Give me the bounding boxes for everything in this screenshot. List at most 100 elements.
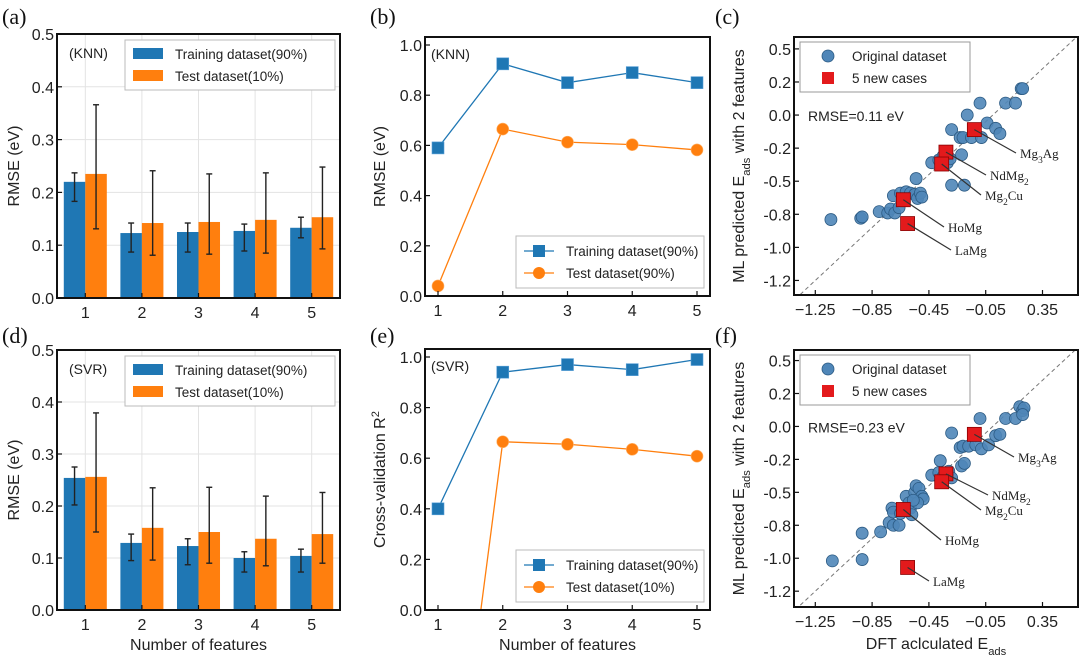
x-tick-label: 3	[194, 617, 203, 634]
callout-line	[945, 151, 987, 176]
y-tick-label: -0.2	[763, 141, 791, 158]
data-point-original	[982, 438, 995, 452]
panel-label: (a)	[2, 4, 26, 29]
y-tick-label: 0.6	[400, 138, 422, 155]
data-point-original	[973, 412, 987, 425]
plot-frame	[793, 36, 1079, 296]
legend-label: Training dataset(90%)	[566, 558, 698, 573]
data-point-training	[561, 358, 574, 371]
bar-training	[233, 558, 256, 610]
data-point-original	[909, 172, 923, 185]
data-point-original	[993, 127, 1007, 140]
x-tick-label: 5	[693, 617, 702, 634]
bar-test	[255, 219, 277, 298]
y-tick-label: 0.0	[400, 603, 422, 620]
legend-label: Original dataset	[852, 49, 947, 64]
data-point-test	[431, 279, 445, 293]
legend-swatch-training	[133, 48, 163, 59]
y-tick-label: 0.8	[400, 88, 422, 105]
legend-marker-original	[821, 362, 835, 376]
y-tick-label: -1.2	[763, 273, 791, 290]
y-tick-label: 0.2	[769, 75, 791, 92]
y-tick-label: 0.4	[400, 502, 422, 519]
y-tick-label: 0.8	[400, 401, 422, 418]
x-tick-label: 4	[628, 617, 637, 634]
data-point-test	[625, 443, 639, 456]
data-point-original	[915, 190, 929, 204]
y-tick-label: -0.8	[763, 518, 791, 535]
y-tick-label: 0.2	[400, 239, 422, 256]
y-tick-label: 0.0	[32, 291, 54, 308]
x-tick-label: 1	[434, 617, 443, 634]
bar-test	[311, 534, 334, 610]
callout-line	[941, 163, 982, 196]
legend-label: Test dataset(10%)	[175, 385, 284, 400]
callout-label-mg2cu: Mg2Cu	[985, 188, 1023, 208]
data-point-training	[496, 57, 510, 71]
callout-label-homg: HoMg	[945, 533, 979, 548]
bar-training	[63, 477, 86, 610]
panel-b: (b) 0.0 0.2 0.4 0.6 0.8 1.0 1 2 3 4 5 RMSE (eV) (KNN)…	[370, 4, 711, 320]
x-tick-label: 2	[498, 303, 507, 320]
callout-label-homg: HoMg	[948, 220, 982, 235]
bar-test	[198, 221, 221, 298]
bar-test	[255, 538, 277, 610]
bar-test	[85, 173, 107, 298]
rmse-annotation: RMSE=0.11 eV	[808, 108, 905, 124]
legend-label: Training dataset(90%)	[175, 47, 307, 62]
legend-label: Training dataset(90%)	[566, 244, 698, 259]
plot-frame	[793, 349, 1079, 608]
y-axis-label: Cross-validation R2	[370, 411, 389, 548]
legend-swatch-training	[133, 364, 163, 375]
x-tick-label: 3	[194, 305, 203, 322]
bar-training	[63, 181, 86, 298]
callout-line	[945, 473, 989, 496]
legend-marker-new-case	[822, 385, 834, 397]
data-point-original	[945, 178, 959, 192]
data-point-original	[855, 553, 869, 566]
callout-line	[903, 199, 945, 228]
x-tick-label: 2	[137, 305, 146, 322]
y-tick-label: 0.0	[769, 108, 791, 125]
series-line-training	[437, 358, 698, 510]
bar-test	[141, 223, 164, 298]
data-point-original	[855, 526, 869, 540]
y-tick-label: 0.0	[769, 419, 791, 436]
y-tick-label: 0.5	[32, 27, 54, 44]
data-point-original	[945, 426, 959, 440]
data-point-test	[561, 135, 574, 149]
y-tick-label: 0.3	[32, 447, 54, 464]
callout-line	[902, 509, 942, 541]
callout-line	[907, 566, 930, 582]
data-point-training	[431, 141, 445, 155]
callout-label-mg3ag: Mg3Ag	[1020, 146, 1059, 166]
bar-training	[120, 542, 142, 610]
y-tick-label: 0.0	[32, 603, 54, 620]
rmse-annotation: RMSE=0.23 eV	[808, 419, 906, 435]
data-point-training	[431, 502, 445, 516]
panel-label: (b)	[370, 4, 396, 29]
y-axis-label: RMSE (eV)	[6, 126, 23, 207]
x-tick-label: −0.85	[852, 302, 893, 319]
y-tick-label: 0.2	[32, 499, 54, 516]
legend-label: Test dataset(10%)	[175, 69, 284, 84]
data-point-original	[933, 454, 947, 468]
data-point-original	[960, 108, 974, 122]
data-point-original	[945, 123, 959, 137]
model-annotation: (SVR)	[431, 358, 469, 374]
x-axis-label: Number of features	[130, 637, 267, 654]
data-point-training	[496, 365, 510, 379]
bar-test	[85, 476, 107, 610]
model-annotation: (SVR)	[69, 361, 107, 377]
data-point-original	[993, 427, 1007, 441]
y-axis-label: ML predicted Eads with 2 features	[731, 362, 753, 596]
panel-label: (c)	[715, 4, 739, 29]
y-axis-label: ML predicted Eads with 2 features	[731, 49, 753, 283]
callout-label-lamg: LaMg	[955, 243, 987, 258]
legend-marker-new-case	[822, 72, 834, 84]
x-tick-label: 1	[434, 303, 443, 320]
x-tick-label: −0.45	[909, 302, 950, 319]
x-tick-label: 5	[693, 303, 702, 320]
